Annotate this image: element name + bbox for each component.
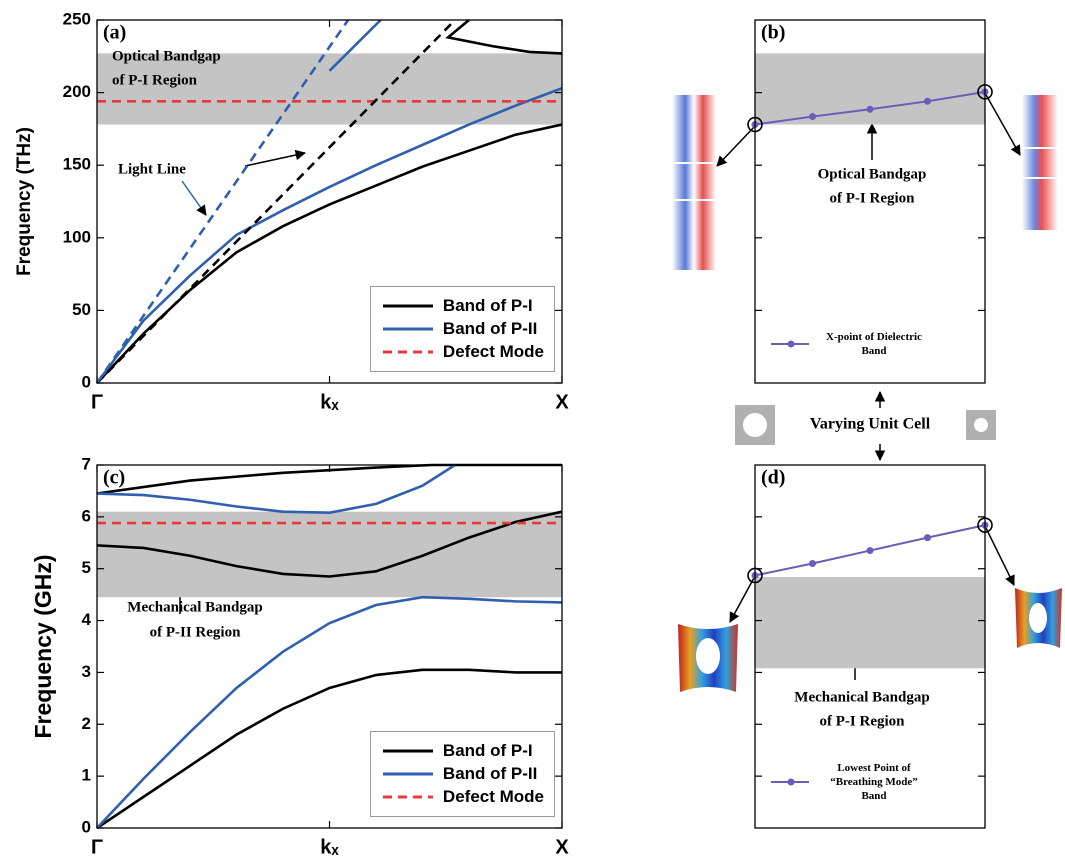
point	[866, 105, 874, 113]
legend-item: Lowest Point of “Breathing Mode” Band	[769, 761, 929, 803]
y-tick-label: 1	[82, 766, 91, 785]
legend-label: Band of P-II	[442, 764, 538, 783]
legend-label: Band of P-I	[442, 296, 533, 315]
annotation: Mechanical Bandgap	[127, 599, 262, 615]
middle-label: Varying Unit Cell	[810, 416, 931, 433]
bandgap	[97, 511, 562, 598]
legend-item: Band of P-I	[381, 741, 544, 761]
x-tick-label: X	[555, 391, 569, 413]
x-tick-label: Γ	[91, 391, 103, 413]
legend-swatch	[382, 795, 433, 799]
unit-cell-hole	[974, 418, 988, 432]
legend: Lowest Point of “Breathing Mode” Band	[769, 758, 929, 806]
legend-label: Band of P-I	[442, 741, 533, 760]
panel-label: (a)	[103, 22, 126, 44]
arrow	[244, 149, 307, 167]
arrow	[984, 92, 1021, 156]
legend-swatch	[771, 340, 809, 348]
annotation: Optical Bandgap	[818, 166, 927, 182]
y-axis-label: Frequency (THz)	[14, 127, 35, 276]
legend-item: Band of P-II	[381, 764, 544, 784]
legend-swatch	[382, 749, 433, 753]
series-line	[96, 463, 563, 829]
y-tick-label: 0	[82, 817, 91, 836]
y-tick-label: 3	[82, 662, 91, 681]
legend-swatch	[382, 327, 433, 331]
plot-frame	[96, 19, 563, 384]
x-tick-label: kₓ	[320, 836, 339, 858]
annotation: Light Line	[118, 161, 186, 177]
series-line	[95, 19, 350, 384]
series-line	[95, 19, 563, 384]
legend-swatch	[382, 304, 433, 308]
legend-marker	[787, 340, 795, 348]
y-tick-label: 50	[72, 300, 91, 319]
legend-label: Band of P-II	[442, 319, 538, 338]
x-tick-label: Γ	[91, 836, 103, 858]
y-tick-label: 0	[82, 372, 91, 391]
annotation: of P-I Region	[820, 713, 906, 729]
legend-swatch	[382, 772, 433, 776]
legend-label: Lowest Point of “Breathing Mode” Band	[830, 762, 918, 802]
y-tick-label: 5	[82, 558, 91, 577]
y-tick-label: 4	[82, 610, 92, 629]
annotation: of P-II Region	[150, 624, 241, 640]
y-tick-label: 100	[63, 227, 91, 246]
arrow	[716, 125, 756, 167]
annotation: of P-I Region	[112, 72, 198, 88]
decorations	[174, 60, 1062, 692]
bandgap	[97, 53, 562, 125]
panel-label: (b)	[761, 22, 785, 44]
legend-swatch	[771, 778, 809, 786]
mode-image	[1022, 95, 1058, 230]
panel-label: (c)	[103, 467, 125, 489]
legend-label: Defect Mode	[442, 787, 544, 806]
point	[809, 560, 816, 568]
annotation: of P-I Region	[830, 190, 916, 206]
arrow	[729, 575, 756, 623]
y-tick-label: 250	[63, 9, 91, 28]
legend-item: Band of P-II	[381, 319, 544, 339]
legend-marker	[787, 778, 795, 786]
x-tick-label: kₓ	[320, 391, 339, 413]
arrow	[181, 180, 207, 216]
point	[924, 97, 931, 105]
bandgap	[755, 577, 985, 669]
plot-frame	[96, 464, 563, 829]
series-line	[96, 19, 456, 384]
legend-label: Defect Mode	[442, 342, 544, 361]
x-tick-label: X	[555, 836, 569, 858]
plot-frame	[754, 19, 986, 384]
legend-item: X-point of Dielectric Band	[769, 330, 929, 358]
legend-swatch	[382, 350, 433, 354]
point	[809, 113, 816, 121]
y-tick-label: 6	[82, 506, 91, 525]
point	[866, 547, 874, 555]
mode-hole	[696, 638, 720, 674]
point	[924, 534, 931, 542]
mode-image	[672, 95, 716, 270]
legend: X-point of Dielectric Band	[769, 327, 929, 361]
annotation: Optical Bandgap	[112, 48, 221, 64]
y-tick-label: 200	[63, 82, 91, 101]
legend: Band of P-I Band of P-II Defect Mode	[369, 731, 555, 817]
annotation: Mechanical Bandgap	[794, 689, 929, 705]
plot-frame	[754, 464, 986, 829]
legend-item: Defect Mode	[381, 787, 544, 807]
legend: Band of P-I Band of P-II Defect Mode	[369, 286, 555, 372]
y-axis-label: Frequency (GHz)	[30, 554, 56, 738]
y-tick-label: 2	[82, 714, 91, 733]
bandgap	[755, 53, 985, 125]
legend-label: X-point of Dielectric Band	[826, 331, 922, 357]
legend-item: Band of P-I	[381, 296, 544, 316]
arrow	[984, 525, 1015, 586]
legend-item: Defect Mode	[381, 342, 544, 362]
y-tick-label: 7	[82, 454, 91, 473]
unit-cell-hole	[743, 413, 767, 437]
y-tick-label: 150	[63, 155, 91, 174]
mode-hole	[1029, 603, 1047, 633]
panel-label: (d)	[761, 467, 785, 489]
